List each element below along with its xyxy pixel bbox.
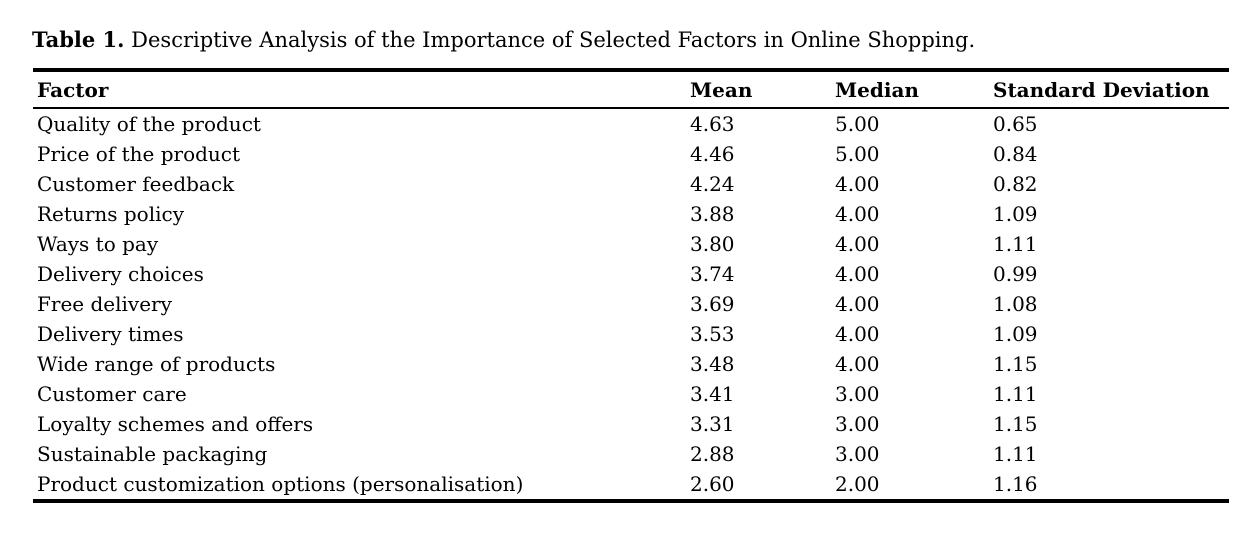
factor-cell: Delivery times [37, 322, 184, 346]
table-row: Quality of the product 4.63 5.00 0.65 [33, 108, 1229, 139]
sd-cell: 1.11 [993, 442, 1038, 466]
factor-cell: Wide range of products [37, 352, 276, 376]
mean-cell: 3.48 [690, 352, 735, 376]
mean-cell: 2.88 [690, 442, 735, 466]
median-cell: 3.00 [835, 442, 880, 466]
table-row: Customer care 3.41 3.00 1.11 [33, 379, 1229, 409]
median-cell: 4.00 [835, 292, 880, 316]
column-header-factor: Factor [33, 70, 686, 109]
sd-cell: 0.84 [993, 142, 1038, 166]
column-header-standard-deviation: Standard Deviation [989, 70, 1229, 109]
median-cell: 2.00 [835, 472, 880, 496]
table-row: Price of the product 4.46 5.00 0.84 [33, 139, 1229, 169]
mean-cell: 3.74 [690, 262, 735, 286]
header-row: Factor Mean Median Standard Deviation [33, 70, 1229, 109]
table-row: Wide range of products 3.48 4.00 1.15 [33, 349, 1229, 379]
mean-cell: 4.63 [690, 112, 735, 136]
median-cell: 4.00 [835, 262, 880, 286]
median-cell: 4.00 [835, 352, 880, 376]
mean-cell: 3.69 [690, 292, 735, 316]
factor-cell: Ways to pay [37, 232, 159, 256]
sd-cell: 1.15 [993, 412, 1038, 436]
table-row: Ways to pay 3.80 4.00 1.11 [33, 229, 1229, 259]
mean-cell: 2.60 [690, 472, 735, 496]
factor-cell: Delivery choices [37, 262, 204, 286]
table-caption: Table 1. Descriptive Analysis of the Imp… [32, 26, 975, 54]
table-row: Customer feedback 4.24 4.00 0.82 [33, 169, 1229, 199]
table-caption-label: Table 1. [32, 27, 125, 52]
sd-cell: 0.65 [993, 112, 1038, 136]
table-row: Delivery times 3.53 4.00 1.09 [33, 319, 1229, 349]
mean-cell: 3.41 [690, 382, 735, 406]
table-header: Factor Mean Median Standard Deviation [33, 70, 1229, 109]
sd-cell: 1.15 [993, 352, 1038, 376]
mean-cell: 3.31 [690, 412, 735, 436]
table-row: Returns policy 3.88 4.00 1.09 [33, 199, 1229, 229]
table-row: Loyalty schemes and offers 3.31 3.00 1.1… [33, 409, 1229, 439]
median-cell: 5.00 [835, 142, 880, 166]
factor-cell: Quality of the product [37, 112, 261, 136]
median-cell: 5.00 [835, 112, 880, 136]
median-cell: 3.00 [835, 382, 880, 406]
factor-cell: Customer care [37, 382, 187, 406]
sd-cell: 1.09 [993, 202, 1038, 226]
table-body: Quality of the product 4.63 5.00 0.65 Pr… [33, 108, 1229, 501]
sd-cell: 0.99 [993, 262, 1038, 286]
median-cell: 4.00 [835, 172, 880, 196]
sd-cell: 1.11 [993, 382, 1038, 406]
sd-cell: 1.09 [993, 322, 1038, 346]
column-header-mean: Mean [686, 70, 831, 109]
median-cell: 4.00 [835, 322, 880, 346]
mean-cell: 4.46 [690, 142, 735, 166]
factor-cell: Product customization options (personali… [37, 472, 524, 496]
factor-cell: Returns policy [37, 202, 185, 226]
sd-cell: 1.08 [993, 292, 1038, 316]
table-row: Free delivery 3.69 4.00 1.08 [33, 289, 1229, 319]
median-cell: 4.00 [835, 232, 880, 256]
descriptive-statistics-table: Factor Mean Median Standard Deviation Qu… [33, 68, 1229, 503]
factor-cell: Customer feedback [37, 172, 235, 196]
sd-cell: 1.11 [993, 232, 1038, 256]
column-header-median: Median [831, 70, 989, 109]
factor-cell: Price of the product [37, 142, 241, 166]
mean-cell: 4.24 [690, 172, 735, 196]
table-row: Sustainable packaging 2.88 3.00 1.11 [33, 439, 1229, 469]
median-cell: 3.00 [835, 412, 880, 436]
factor-cell: Free delivery [37, 292, 172, 316]
factor-cell: Sustainable packaging [37, 442, 268, 466]
table-row: Product customization options (personali… [33, 469, 1229, 501]
table-caption-text: Descriptive Analysis of the Importance o… [124, 28, 976, 52]
mean-cell: 3.88 [690, 202, 735, 226]
table-row: Delivery choices 3.74 4.00 0.99 [33, 259, 1229, 289]
median-cell: 4.00 [835, 202, 880, 226]
factor-cell: Loyalty schemes and offers [37, 412, 314, 436]
mean-cell: 3.80 [690, 232, 735, 256]
mean-cell: 3.53 [690, 322, 735, 346]
sd-cell: 1.16 [993, 472, 1038, 496]
sd-cell: 0.82 [993, 172, 1038, 196]
